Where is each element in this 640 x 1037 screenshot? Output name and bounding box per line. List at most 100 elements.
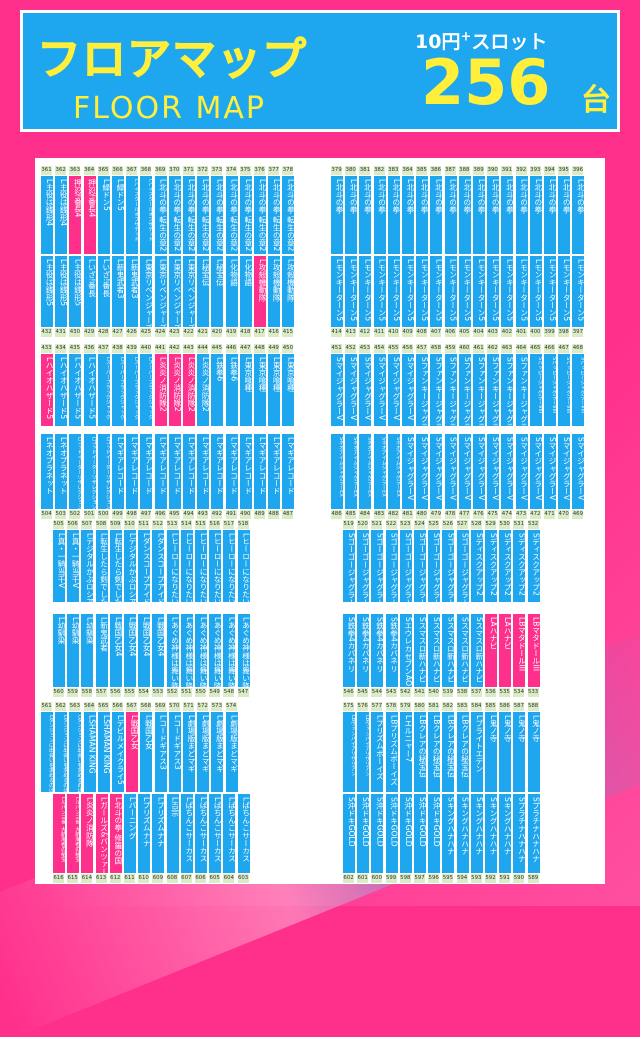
machine-slot[interactable]: Lスーパーブラックジャック xyxy=(126,354,139,426)
machine-slot[interactable]: Lモンキーターン5 xyxy=(345,256,358,327)
machine-slot[interactable]: SマイジャグラーV xyxy=(430,434,443,509)
machine-slot[interactable]: Lモンキーターン5 xyxy=(359,256,372,327)
machine-slot[interactable]: L戦国乙女4 xyxy=(138,614,151,687)
machine-slot[interactable]: Sゴーゴージャグラー3 xyxy=(414,530,426,602)
machine-slot[interactable]: Lあぐめ神様は舞い降りた xyxy=(209,614,222,687)
machine-slot[interactable]: Sスマスロ新ハナビ xyxy=(442,614,455,687)
machine-slot[interactable]: Sゴーゴージャグラー3 xyxy=(442,530,455,602)
machine-slot[interactable]: L北斗の拳 xyxy=(359,176,372,254)
machine-slot[interactable]: Lハイオハザード5 xyxy=(83,354,96,426)
machine-slot[interactable]: SファンキージャグラーV xyxy=(444,354,457,426)
machine-slot[interactable]: Lハイオハザード5 xyxy=(55,354,68,426)
machine-slot[interactable]: L化物語 xyxy=(239,256,252,327)
machine-slot[interactable]: Lモンキーターン5 xyxy=(544,256,556,327)
machine-slot[interactable]: SマイジャグラーV xyxy=(373,354,386,426)
machine-slot[interactable]: L北斗の拳 xyxy=(387,176,400,254)
machine-slot[interactable]: Lマギアレコード xyxy=(154,434,167,509)
machine-slot[interactable]: S鉄拳4カバネリ xyxy=(343,614,355,687)
machine-slot[interactable]: L東京リベンジャーズ xyxy=(168,256,181,327)
machine-slot[interactable]: Lモンキーターン5 xyxy=(430,256,443,327)
machine-slot[interactable]: SハッピージャグラーVIII xyxy=(558,354,571,426)
machine-slot[interactable]: L劇場版まどマギ xyxy=(183,712,195,792)
machine-slot[interactable]: L主役は銭形5 xyxy=(41,256,53,327)
machine-slot[interactable]: S沖ドキGOLD xyxy=(399,794,412,873)
machine-slot[interactable]: L劇場版まどマギ xyxy=(197,712,210,792)
machine-slot[interactable]: L劇場版まどマギ xyxy=(211,712,224,792)
machine-slot[interactable]: LBヴァンパイアリザリアン xyxy=(357,712,370,792)
machine-slot[interactable]: Lいざ!番長 xyxy=(83,256,96,327)
machine-slot[interactable]: Sプラチナハナハナ xyxy=(527,794,540,873)
machine-slot[interactable]: Sキングハナハナ xyxy=(499,794,512,873)
machine-slot[interactable]: L幼馴染 xyxy=(67,614,80,687)
machine-slot[interactable]: Lデビルメイクライ5 xyxy=(112,712,124,792)
machine-slot[interactable]: L転生したら剣でした xyxy=(109,530,122,602)
machine-slot[interactable]: SネオアイムジャグラーEX xyxy=(373,434,386,509)
machine-slot[interactable]: L東京喰種 xyxy=(268,354,281,426)
machine-slot[interactable]: LBクレアの秘宝伝 xyxy=(442,712,455,792)
machine-slot[interactable]: Lあぐめ神様は舞い降りた xyxy=(237,614,250,687)
machine-slot[interactable]: L主役は銭形5 xyxy=(69,256,82,327)
machine-slot[interactable]: L東京リベンジャーズ xyxy=(154,256,167,327)
machine-slot[interactable]: Lブライトエデン xyxy=(470,712,483,792)
machine-slot[interactable]: L新鬼武者3 xyxy=(112,256,124,327)
machine-slot[interactable]: SネオアイムジャグラーEX xyxy=(387,434,400,509)
machine-slot[interactable]: S沖ドキGOLD xyxy=(428,794,441,873)
machine-slot[interactable]: SファンキージャグラーV xyxy=(430,354,443,426)
machine-slot[interactable]: SマイジャグラーV xyxy=(572,434,585,509)
machine-slot[interactable]: L北斗の拳 転生の章2 xyxy=(197,176,210,254)
machine-slot[interactable]: SマイジャグラーV xyxy=(359,354,372,426)
machine-slot[interactable]: SネオアイムジャグラーEX xyxy=(345,434,358,509)
machine-slot[interactable]: L北斗の拳 修羅の国 xyxy=(109,794,122,873)
machine-slot[interactable]: Sゴーゴージャグラー3 xyxy=(385,530,398,602)
machine-slot[interactable]: 押忍!番長4 xyxy=(69,176,82,254)
machine-slot[interactable]: SマイジャグラーV xyxy=(345,354,358,426)
machine-slot[interactable]: L北斗の拳 xyxy=(458,176,471,254)
machine-slot[interactable]: L北斗の拳 転生の章2 xyxy=(239,176,252,254)
machine-slot[interactable]: SマイジャグラーV xyxy=(558,434,571,509)
machine-slot[interactable]: Lハイスクールオブザデッド xyxy=(126,176,139,254)
machine-slot[interactable]: Sプラチナハナハナ xyxy=(513,794,526,873)
machine-slot[interactable]: Lモンキーターン5 xyxy=(444,256,457,327)
machine-slot[interactable]: L北斗の拳 xyxy=(430,176,443,254)
machine-slot[interactable]: L吉宗 xyxy=(166,794,179,873)
machine-slot[interactable]: Lモンキーターン5 xyxy=(387,256,400,327)
machine-slot[interactable]: L北斗の拳 転生の章2 xyxy=(282,176,295,254)
machine-slot[interactable]: Lガールズ&パンツァー xyxy=(95,794,108,873)
machine-slot[interactable]: L炎炎ノ消防隊2 xyxy=(168,354,181,426)
machine-slot[interactable]: LBマタドールIII xyxy=(527,614,540,687)
machine-slot[interactable]: Sスマスロ新ハナビ xyxy=(414,614,426,687)
machine-slot[interactable]: L北斗の拳 転生の章2 xyxy=(211,176,224,254)
machine-slot[interactable]: Lマギアレコード xyxy=(112,434,124,509)
machine-slot[interactable]: SマイジャグラーV xyxy=(331,354,343,426)
machine-slot[interactable]: L真・一騎当千V xyxy=(67,530,80,602)
machine-slot[interactable]: Lマギアレコード xyxy=(239,434,252,509)
machine-slot[interactable]: L幼馴染 xyxy=(81,614,94,687)
machine-slot[interactable]: Lあぐめ神様は舞い降りた xyxy=(180,614,193,687)
machine-slot[interactable]: Lマギアレコード xyxy=(140,434,153,509)
machine-slot[interactable]: L新鬼武者3 xyxy=(126,256,139,327)
machine-slot[interactable]: LSHAMAN KING xyxy=(97,712,110,792)
machine-slot[interactable]: Lプリズムナナ xyxy=(138,794,151,873)
machine-slot[interactable]: Lマギアレコード xyxy=(197,434,210,509)
machine-slot[interactable]: LBクレアの秘宝伝 xyxy=(456,712,469,792)
machine-slot[interactable]: Lモンキーターン5 xyxy=(529,256,542,327)
machine-slot[interactable]: SハッピージャグラーVIII xyxy=(544,354,556,426)
machine-slot[interactable]: Lハイオハザード5 xyxy=(69,354,82,426)
machine-slot[interactable]: L北斗の拳 転生の章2 xyxy=(183,176,195,254)
machine-slot[interactable]: Sスマスロ新ハナビ xyxy=(428,614,441,687)
machine-slot[interactable]: 押忍!番長4 xyxy=(83,176,96,254)
machine-slot[interactable]: SハッピージャグラーVIII xyxy=(529,354,542,426)
machine-slot[interactable]: Lモンキーターン5 xyxy=(473,256,485,327)
machine-slot[interactable]: SマイジャグラーV xyxy=(402,354,414,426)
machine-slot[interactable]: L炎炎ノ消防隊2 xyxy=(183,354,195,426)
machine-slot[interactable]: L炎炎ノ消防隊 xyxy=(81,794,94,873)
machine-slot[interactable]: Lスーパーブラックジャック xyxy=(140,354,153,426)
machine-slot[interactable]: SファンキージャグラーV xyxy=(458,354,471,426)
machine-slot[interactable]: Lマギアレコード xyxy=(211,434,224,509)
machine-slot[interactable]: L東京喰種 xyxy=(282,354,295,426)
machine-slot[interactable]: L北斗の拳 xyxy=(331,176,343,254)
machine-slot[interactable]: Lモンキーターン5 xyxy=(402,256,414,327)
machine-slot[interactable]: Lいざ!番長 xyxy=(97,256,110,327)
machine-slot[interactable]: L戦国乙女 xyxy=(126,712,139,792)
machine-slot[interactable]: Lダンジョンに出会いを求めるのは xyxy=(69,712,82,792)
